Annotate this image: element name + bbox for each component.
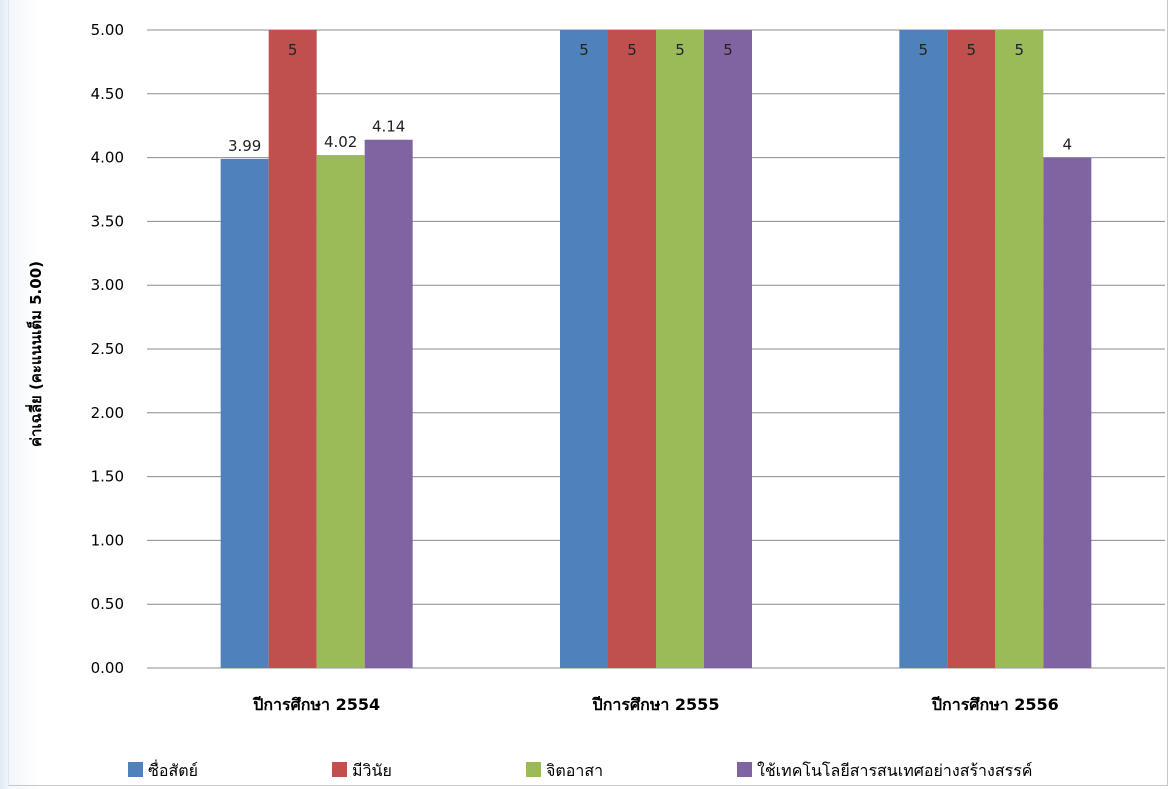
data-label: 5 bbox=[579, 41, 589, 59]
y-tick-label: 1.00 bbox=[91, 531, 124, 549]
bar bbox=[995, 30, 1044, 668]
y-tick-label: 5.00 bbox=[91, 21, 124, 39]
legend-swatch bbox=[737, 762, 752, 777]
y-tick-label: 1.50 bbox=[91, 468, 124, 486]
data-label: 5 bbox=[675, 41, 685, 59]
data-label: 5 bbox=[723, 41, 733, 59]
legend-entry: มีวินัย bbox=[352, 761, 392, 780]
bar bbox=[364, 139, 413, 669]
y-tick-label: 4.50 bbox=[91, 85, 124, 103]
data-label: 4.02 bbox=[324, 133, 357, 151]
y-tick-label: 3.50 bbox=[91, 212, 124, 230]
bar bbox=[316, 155, 365, 669]
bar bbox=[268, 30, 317, 668]
data-label: 5 bbox=[967, 41, 977, 59]
y-tick-label: 3.00 bbox=[91, 276, 124, 294]
y-axis-title: ค่าเฉลี่ย (คะแนนเต็ม 5.00) bbox=[25, 261, 45, 447]
legend-swatch bbox=[332, 762, 347, 777]
bar bbox=[947, 30, 996, 668]
bar bbox=[1043, 157, 1092, 668]
bar bbox=[560, 30, 608, 668]
x-category-label: ปีการศึกษา 2556 bbox=[930, 695, 1058, 714]
bar bbox=[220, 158, 269, 668]
data-label: 4.14 bbox=[372, 118, 405, 136]
legend-swatch bbox=[526, 762, 541, 777]
bar bbox=[704, 30, 752, 668]
y-tick-label: 0.00 bbox=[91, 659, 124, 677]
data-label: 5 bbox=[288, 41, 298, 59]
y-tick-label: 4.00 bbox=[91, 149, 124, 167]
data-label: 5 bbox=[627, 41, 637, 59]
data-label: 5 bbox=[1015, 41, 1025, 59]
legend-entry: ซื่อสัตย์ bbox=[148, 759, 198, 780]
legend-entry: จิตอาสา bbox=[546, 761, 603, 780]
data-label: 5 bbox=[919, 41, 929, 59]
bar bbox=[656, 30, 704, 668]
legend-entry: ใช้เทคโนโลยีสารสนเทศอย่างสร้างสรรค์ bbox=[757, 761, 1033, 780]
legend-swatch bbox=[128, 762, 143, 777]
y-tick-label: 2.50 bbox=[91, 340, 124, 358]
x-category-label: ปีการศึกษา 2555 bbox=[591, 695, 719, 714]
y-tick-label: 2.00 bbox=[91, 404, 124, 422]
x-category-label: ปีการศึกษา 2554 bbox=[252, 695, 380, 714]
data-label: 3.99 bbox=[228, 137, 261, 155]
y-tick-label: 0.50 bbox=[91, 595, 124, 613]
bar bbox=[899, 30, 948, 668]
data-label: 4 bbox=[1063, 136, 1073, 154]
bar bbox=[608, 30, 656, 668]
chart-frame bbox=[8, 0, 1168, 786]
